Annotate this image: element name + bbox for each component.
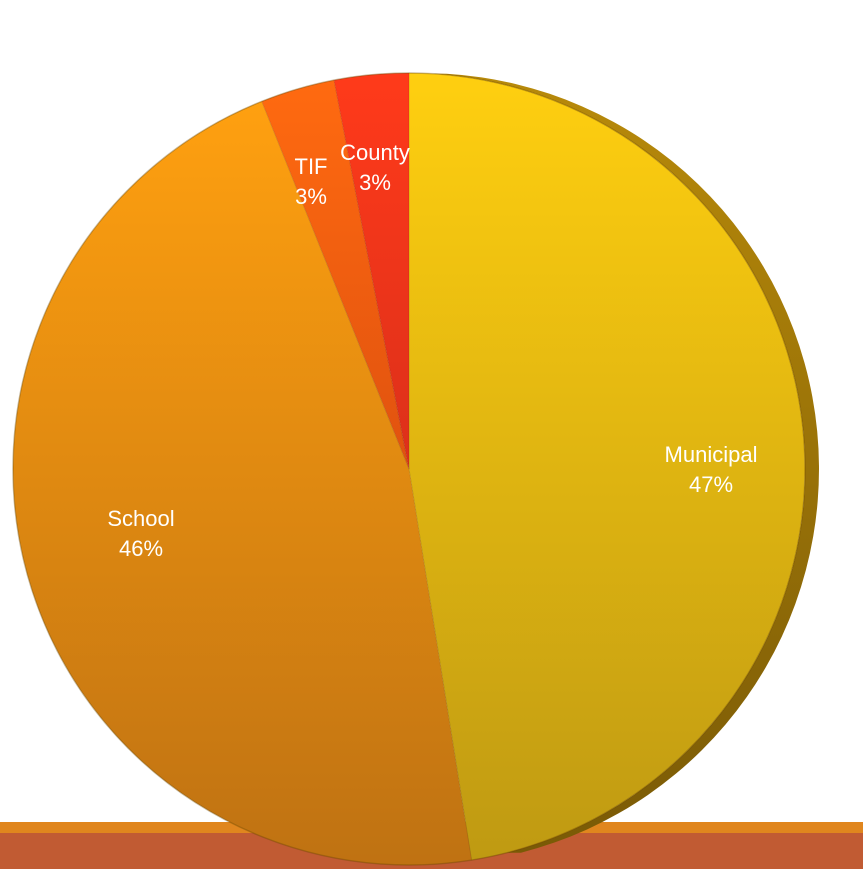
pie-outline (12, 72, 806, 866)
pie-slice-tif (261, 79, 410, 470)
pie-slice-county (333, 72, 410, 470)
pie-labels: Municipal 47% School 46% TIF 3% County 3% (107, 140, 757, 561)
slice-label-municipal: Municipal (665, 442, 758, 467)
pie-slices (12, 72, 806, 866)
pie-slice-school (12, 100, 473, 866)
slice-percent-municipal: 47% (689, 472, 733, 497)
slice-label-tif: TIF (295, 154, 328, 179)
slice-label-school: School (107, 506, 174, 531)
slice-label-county: County (340, 140, 410, 165)
pie-slice-municipal (408, 72, 806, 861)
slice-percent-county: 3% (359, 170, 391, 195)
slice-percent-school: 46% (119, 536, 163, 561)
slice-percent-tif: 3% (295, 184, 327, 209)
